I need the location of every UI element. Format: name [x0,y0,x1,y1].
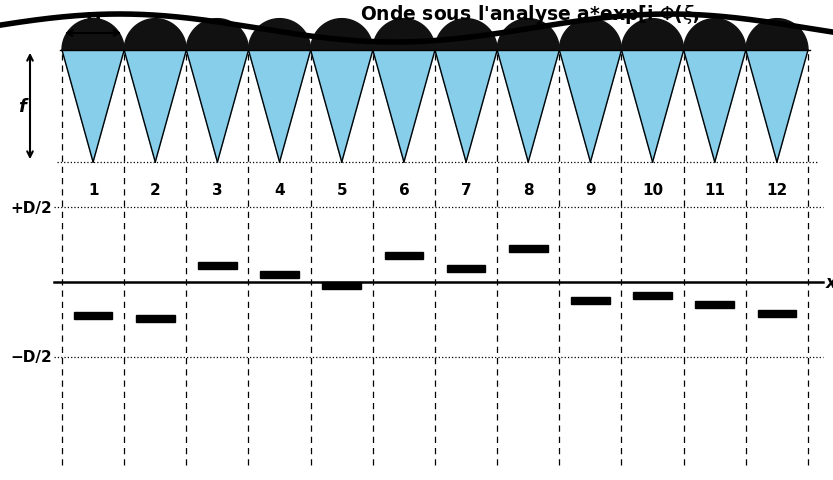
Polygon shape [248,20,311,51]
Text: 5: 5 [337,182,347,198]
Polygon shape [187,51,248,163]
Polygon shape [621,51,684,163]
Text: +D/2: +D/2 [10,200,52,215]
Polygon shape [446,265,486,273]
Polygon shape [509,245,547,252]
Polygon shape [633,292,672,300]
Polygon shape [198,263,237,269]
Polygon shape [248,51,311,163]
Polygon shape [74,312,112,320]
Polygon shape [559,51,621,163]
Polygon shape [621,20,684,51]
Polygon shape [696,301,734,308]
Polygon shape [435,20,497,51]
Polygon shape [187,20,248,51]
Polygon shape [746,20,808,51]
Polygon shape [322,282,361,289]
Polygon shape [124,51,187,163]
Text: 9: 9 [585,182,596,198]
Polygon shape [373,20,435,51]
Text: 7: 7 [461,182,471,198]
Polygon shape [260,271,299,278]
Polygon shape [124,20,187,51]
Text: 10: 10 [642,182,663,198]
Text: x: x [826,274,833,291]
Polygon shape [684,51,746,163]
Polygon shape [758,311,796,317]
Polygon shape [311,51,373,163]
Text: Onde sous l'analyse a*exp[i $\Phi$($\xi$,: Onde sous l'analyse a*exp[i $\Phi$($\xi$… [360,3,700,26]
Text: 3: 3 [212,182,222,198]
Polygon shape [559,20,621,51]
Text: 1: 1 [87,182,98,198]
Polygon shape [497,20,559,51]
Polygon shape [497,51,559,163]
Text: 8: 8 [523,182,534,198]
Text: 2: 2 [150,182,161,198]
Polygon shape [385,253,423,260]
Polygon shape [746,51,808,163]
Polygon shape [62,20,124,51]
Text: −D/2: −D/2 [10,350,52,365]
Polygon shape [311,20,373,51]
Polygon shape [571,298,610,305]
Text: 12: 12 [766,182,787,198]
Polygon shape [373,51,435,163]
Text: f: f [18,98,26,116]
Text: 11: 11 [704,182,726,198]
Polygon shape [136,315,175,322]
Polygon shape [62,51,124,163]
Text: 6: 6 [398,182,409,198]
Text: 4: 4 [274,182,285,198]
Text: D: D [86,11,101,29]
Polygon shape [684,20,746,51]
Polygon shape [435,51,497,163]
